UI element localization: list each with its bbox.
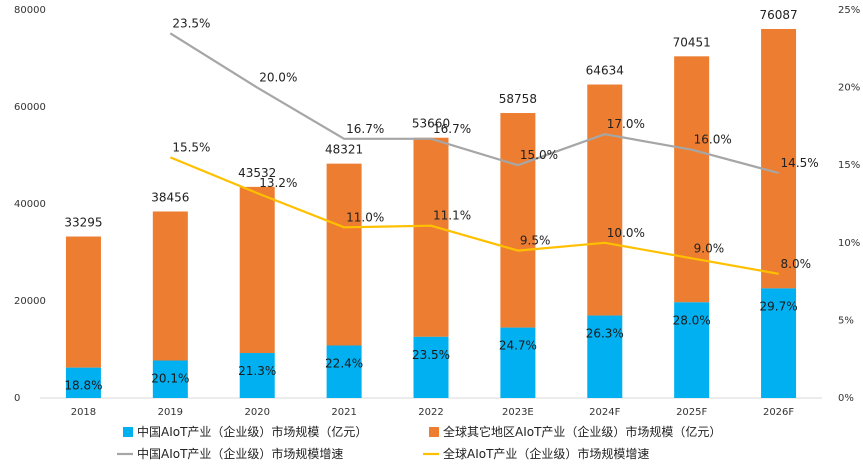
global-growth-label: 13.2% <box>259 176 297 190</box>
china-growth-label: 16.7% <box>346 122 384 136</box>
x-tick-label: 2021 <box>331 407 356 418</box>
bar-total-label: 33295 <box>64 216 102 230</box>
legend-label: 中国AIoT产业（企业级）市场规模（亿元） <box>137 424 367 439</box>
y-right-tick-label: 25% <box>838 5 860 16</box>
y-right-tick-label: 20% <box>838 83 860 94</box>
legend: 中国AIoT产业（企业级）市场规模（亿元） 全球其它地区AIoT产业（企业级）市场… <box>117 424 721 461</box>
bar-segment-rest-of-world <box>761 28 797 289</box>
labels-layer: 33295 18.8% 38456 20.1% 43532 21.3% 48321 22.4%… <box>64 8 818 393</box>
lines-layer <box>169 32 779 275</box>
global-growth-label: 9.5% <box>520 234 551 248</box>
global-growth-label: 10.0% <box>607 226 645 240</box>
china-growth-label: 16.0% <box>694 133 732 147</box>
global-growth-line <box>169 156 779 275</box>
y-left-tick-label: 40000 <box>14 199 46 210</box>
bar-segment-rest-of-world <box>413 137 449 337</box>
bar-segment-china <box>674 302 710 398</box>
y-left-tick-label: 60000 <box>14 102 46 113</box>
axes-layer: 0 20000 40000 60000 80000 0% 5% 10% 15% 20% 25% 201… <box>14 5 860 418</box>
bar-total-label: 58758 <box>499 92 537 106</box>
legend-swatch <box>429 427 439 437</box>
bar-share-label: 23.5% <box>412 348 450 362</box>
bar-share-label: 29.7% <box>759 299 797 313</box>
legend-label: 中国AIoT产业（企业级）市场规模增速 <box>137 446 343 461</box>
china-growth-label: 20.0% <box>259 71 297 85</box>
china-growth-label: 16.7% <box>433 122 471 136</box>
bar-share-label: 28.0% <box>673 313 711 327</box>
global-growth-label: 8.0% <box>781 257 812 271</box>
bar-segment-china <box>239 353 275 398</box>
china-growth-label: 14.5% <box>781 156 819 170</box>
y-left-tick-label: 20000 <box>14 296 46 307</box>
global-growth-label: 9.0% <box>694 241 725 255</box>
bar-segment-china <box>587 315 623 398</box>
bar-segment-china <box>413 336 449 398</box>
bar-segment-rest-of-world <box>326 163 362 346</box>
bar-share-label: 22.4% <box>325 357 363 371</box>
china-growth-label: 15.0% <box>520 148 558 162</box>
y-right-tick-label: 0% <box>838 393 854 404</box>
bar-total-label: 43532 <box>238 166 276 180</box>
bar-segment-china <box>500 327 536 398</box>
bar-segment-rest-of-world <box>674 56 710 303</box>
china-growth-label: 23.5% <box>172 16 210 30</box>
global-growth-label: 11.0% <box>346 210 384 224</box>
x-tick-label: 2026F <box>763 407 794 418</box>
bar-segment-rest-of-world <box>152 211 188 361</box>
legend-label: 全球AIoT产业（企业级）市场规模增速 <box>443 446 649 461</box>
x-tick-label: 2023E <box>502 407 534 418</box>
bar-total-label: 53660 <box>412 117 450 131</box>
y-left-tick-label: 80000 <box>14 5 46 16</box>
bar-total-label: 76087 <box>759 8 797 22</box>
x-tick-label: 2018 <box>71 407 96 418</box>
bar-segment-china <box>326 345 362 398</box>
x-tick-label: 2025F <box>676 407 707 418</box>
bar-segment-china <box>761 288 797 398</box>
bar-share-label: 20.1% <box>151 372 189 386</box>
china-growth-line <box>169 32 779 175</box>
y-right-tick-label: 5% <box>838 315 854 326</box>
bar-segment-china <box>152 360 188 398</box>
legend-label: 全球其它地区AIoT产业（企业级）市场规模（亿元） <box>443 424 721 439</box>
y-left-tick-label: 0 <box>14 393 20 404</box>
y-right-tick-label: 10% <box>838 238 860 249</box>
x-tick-label: 2022 <box>418 407 443 418</box>
x-tick-label: 2019 <box>158 407 183 418</box>
global-growth-label: 11.1% <box>433 209 471 223</box>
x-tick-label: 2020 <box>244 407 269 418</box>
legend-swatch <box>123 427 133 437</box>
bar-share-label: 21.3% <box>238 364 276 378</box>
bar-segment-rest-of-world <box>239 186 275 354</box>
global-growth-label: 15.5% <box>172 140 210 154</box>
x-tick-label: 2024F <box>589 407 620 418</box>
bar-segment-rest-of-world <box>65 236 101 368</box>
y-right-tick-label: 15% <box>838 160 860 171</box>
china-growth-label: 17.0% <box>607 117 645 131</box>
bar-total-label: 48321 <box>325 143 363 157</box>
bars-layer <box>65 28 797 398</box>
bar-share-label: 18.8% <box>64 379 102 393</box>
bar-segment-rest-of-world <box>500 113 536 328</box>
bar-share-label: 26.3% <box>586 327 624 341</box>
bar-total-label: 64634 <box>586 64 624 78</box>
bar-share-label: 24.7% <box>499 339 537 353</box>
bar-segment-rest-of-world <box>587 84 623 316</box>
bar-total-label: 70451 <box>673 35 711 49</box>
bar-total-label: 38456 <box>151 190 189 204</box>
bar-segment-china <box>65 367 101 398</box>
